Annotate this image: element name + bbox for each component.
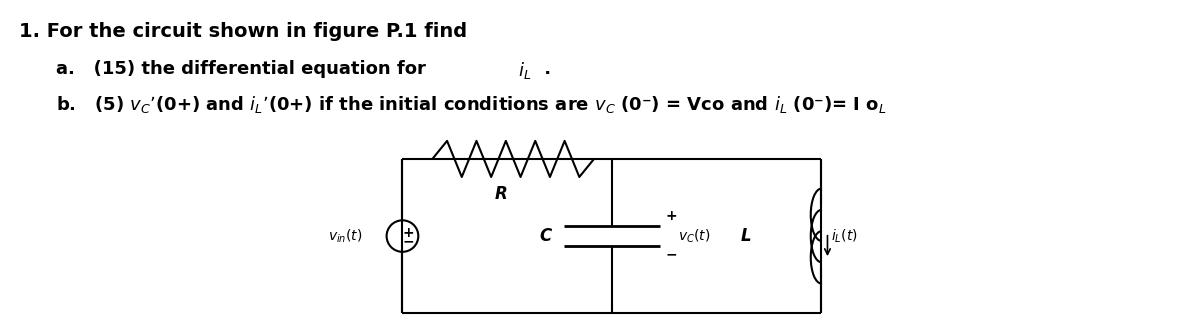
Text: +: + (666, 209, 678, 223)
Text: $v_{in}(t)$: $v_{in}(t)$ (328, 227, 362, 245)
Text: $\mathbf{\mathit{i_L}}$: $\mathbf{\mathit{i_L}}$ (518, 60, 532, 81)
Text: 1. For the circuit shown in figure P.1 find: 1. For the circuit shown in figure P.1 f… (19, 22, 468, 41)
Text: −: − (402, 235, 414, 249)
Text: R: R (494, 185, 508, 203)
Text: C: C (540, 227, 552, 245)
Text: L: L (740, 227, 751, 245)
Text: $i_L(t)$: $i_L(t)$ (832, 227, 858, 245)
Text: .: . (538, 60, 551, 78)
Text: $v_C(t)$: $v_C(t)$ (678, 227, 710, 245)
Text: a.   (15) the differential equation for: a. (15) the differential equation for (56, 60, 432, 78)
Text: −: − (666, 248, 678, 261)
Text: b.   (5) $v_C$’(0+) and $i_L$’(0+) if the initial conditions are $v_C$ (0⁻) = Vc: b. (5) $v_C$’(0+) and $i_L$’(0+) if the … (56, 94, 887, 115)
Text: +: + (402, 226, 414, 240)
